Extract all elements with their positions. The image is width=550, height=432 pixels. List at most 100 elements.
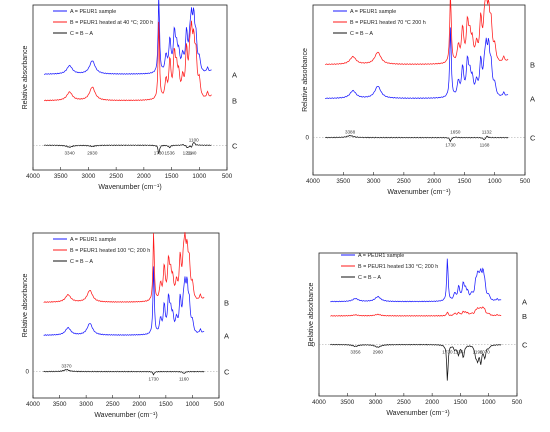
trace-label-C: C [232,141,238,150]
trace-label-C: C [522,341,528,350]
peak-annotation: 3370 [61,364,72,369]
legend-label: C = B – A [70,259,93,265]
trace-label-A: A [522,298,527,307]
legend-label: B = PEUR1 heated 70 °C 200 h [350,20,426,26]
legend-label: C = B – A [358,275,381,281]
x-tick-label: 500 [512,399,523,406]
x-tick-label: 3500 [54,173,68,180]
x-tick-label: 2000 [427,178,441,185]
x-tick-label: 3500 [336,178,350,185]
plot-frame [32,4,228,171]
x-tick-label: 1500 [454,399,468,406]
spectrum-line-A [43,266,205,336]
peak-annotation: 1536 [164,150,175,155]
spectrum-panel-2: 4000 3500 3000 2500 2000 1500 1000 500 Wavenumbe… [302,0,536,196]
x-tick-label: 2000 [132,401,146,408]
x-axis-label: Wavenumber (cm⁻¹) [386,410,449,417]
peak-annotation: 1730 [445,143,456,148]
legend-label: C = B – A [70,31,93,37]
x-tick-label: 500 [214,401,225,408]
zero-label: 0 [312,342,316,349]
peak-annotation: 1160 [179,377,189,382]
x-tick-label: 1500 [165,173,179,180]
spectrum-line-B [43,20,212,102]
peak-annotation: 1211 [183,150,193,155]
trace-label-C: C [530,134,536,143]
y-axis-label: Relative absorbance [22,273,29,337]
trace-label-A: A [232,70,237,79]
spectrum-line-A [330,258,502,303]
spectrum-panel-3: 4000 3500 3000 2500 2000 1500 1000 500 Wavenumbe… [22,232,230,419]
x-tick-label: 2500 [397,178,411,185]
spectrum-line-A [324,27,509,100]
y-axis-label: Relative absorbance [308,282,315,346]
x-tick-label: 1000 [488,178,502,185]
plot-frame [32,232,220,399]
x-tick-label: 1000 [192,173,206,180]
x-tick-label: 3000 [367,178,381,185]
legend-label: A = PEUR1 sample [350,9,396,15]
peak-annotation: 1730 [154,150,165,155]
peak-annotation: 1196 [473,350,483,355]
trace-label-A: A [530,95,535,104]
x-axis-label: Wavenumber (cm⁻¹) [387,189,450,196]
peak-annotation: 1730 [149,377,160,382]
peak-annotation: 1070 [480,350,491,355]
spectrum-line-B [325,0,509,66]
x-tick-label: 500 [520,178,531,185]
y-axis-label: Relative absorbance [22,45,29,109]
peak-annotation: 3388 [345,130,356,135]
legend-label: A = PEUR1 sample [70,237,116,243]
peak-annotation: 2960 [373,350,384,355]
peak-annotation: 3356 [350,350,361,355]
spectrum-line-C [43,142,212,155]
peak-annotation: 3340 [64,150,75,155]
x-tick-label: 500 [222,173,233,180]
spectrum-line-B [43,232,205,303]
x-tick-label: 2500 [397,399,411,406]
trace-label-B: B [224,298,229,307]
x-tick-label: 1000 [482,399,496,406]
x-axis-label: Wavenumber (cm⁻¹) [94,412,157,419]
peak-annotation: 1650 [450,130,461,135]
peak-annotation: 1140 [187,150,197,155]
x-tick-label: 4000 [312,399,326,406]
peak-annotation: 1100 [189,137,199,142]
spectrum-line-A [43,0,212,75]
peak-annotation: 1132 [482,130,492,135]
zero-label: 0 [26,369,30,376]
plot-frame [312,4,526,176]
spectrum-panel-1: 4000 3500 3000 2500 2000 1500 1000 500 Wavenumbe… [22,0,238,191]
x-tick-label: 1500 [458,178,472,185]
x-axis-label: Wavenumber (cm⁻¹) [98,184,161,191]
legend-label: A = PEUR1 sample [70,9,116,15]
zero-label: 0 [306,135,310,142]
x-tick-label: 1500 [159,401,173,408]
legend-label: B = PEUR1 heated 130 °C; 200 h [358,264,438,270]
x-tick-label: 3000 [79,401,93,408]
trace-label-A: A [224,331,229,340]
y-axis-label: Relative absorbance [302,48,309,112]
legend-label: A = PEUR1 sample [358,253,404,259]
trace-label-C: C [224,368,230,377]
x-tick-label: 3500 [53,401,67,408]
legend-label: B = PEUR1 heated 100 °C; 200 h [70,248,150,254]
plot-frame [318,252,518,397]
x-tick-label: 3000 [82,173,96,180]
x-tick-label: 2000 [137,173,151,180]
peak-annotation: 1730 [442,350,453,355]
x-tick-label: 3000 [369,399,383,406]
trace-label-B: B [232,97,237,106]
spectrum-panel-4: 4000 3500 3000 2500 2000 1500 1000 500 Wavenumbe… [308,252,528,417]
spectrum-line-C [43,369,205,376]
x-tick-label: 4000 [306,178,320,185]
x-tick-label: 4000 [26,401,40,408]
x-tick-label: 1000 [186,401,200,408]
x-tick-label: 4000 [26,173,40,180]
x-tick-label: 3500 [340,399,354,406]
legend-label: C = B – A [350,31,373,37]
peak-annotation: 2930 [87,150,98,155]
peak-annotation: 1536 [453,350,464,355]
legend-label: B = PEUR1 heated at 40 °C; 200 h [70,20,153,26]
